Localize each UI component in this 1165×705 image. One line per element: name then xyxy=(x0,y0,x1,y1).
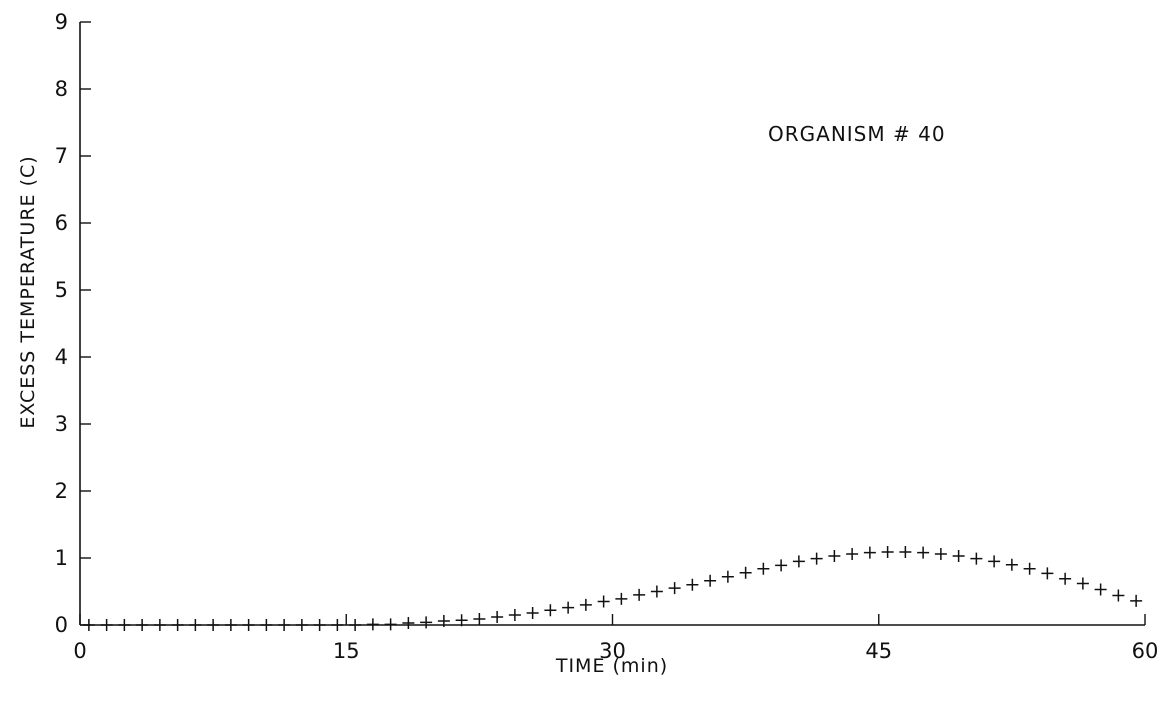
data-point xyxy=(1076,577,1089,590)
y-tick-label: 6 xyxy=(55,211,68,235)
data-point xyxy=(863,546,876,559)
data-point xyxy=(384,618,397,631)
data-point xyxy=(402,616,415,629)
data-point xyxy=(579,598,592,611)
data-point xyxy=(934,547,947,560)
data-point xyxy=(331,619,344,631)
data-point xyxy=(136,619,149,631)
x-tick-label: 30 xyxy=(599,639,626,663)
data-point xyxy=(650,585,663,598)
data-point xyxy=(952,549,965,562)
data-point xyxy=(455,614,468,627)
data-point xyxy=(278,619,291,631)
data-point xyxy=(757,562,770,575)
data-point xyxy=(633,588,646,601)
x-tick-label: 0 xyxy=(73,639,86,663)
data-point xyxy=(881,545,894,558)
data-point xyxy=(1005,558,1018,571)
data-point xyxy=(721,570,734,583)
data-point xyxy=(970,552,983,565)
y-tick-label: 9 xyxy=(55,10,68,34)
data-point xyxy=(82,619,95,631)
chart-annotation: ORGANISM # 40 xyxy=(768,122,946,146)
y-tick-label: 7 xyxy=(55,144,68,168)
y-tick-label: 8 xyxy=(55,77,68,101)
y-tick-label: 5 xyxy=(55,278,68,302)
y-tick-label: 0 xyxy=(55,613,68,637)
data-point xyxy=(917,546,930,559)
data-point xyxy=(544,604,557,617)
data-point xyxy=(562,601,575,614)
data-point xyxy=(615,592,628,605)
data-point xyxy=(100,619,113,631)
data-point xyxy=(366,618,379,631)
data-point xyxy=(828,549,841,562)
x-tick-label: 15 xyxy=(333,639,360,663)
data-point xyxy=(491,610,504,623)
data-point xyxy=(988,555,1001,568)
y-tick-label: 4 xyxy=(55,345,68,369)
data-point xyxy=(224,619,237,631)
data-point xyxy=(1112,589,1125,602)
data-point xyxy=(260,619,273,631)
x-tick-label: 60 xyxy=(1132,639,1159,663)
data-point xyxy=(1023,562,1036,575)
data-point xyxy=(189,619,202,631)
data-point xyxy=(846,547,859,560)
y-tick-label: 2 xyxy=(55,479,68,503)
data-point xyxy=(1094,583,1107,596)
data-point xyxy=(739,566,752,579)
data-point xyxy=(775,559,788,572)
data-point xyxy=(792,555,805,568)
data-point xyxy=(171,619,184,631)
data-point xyxy=(704,574,717,587)
data-point xyxy=(810,552,823,565)
data-point xyxy=(153,619,166,631)
data-point xyxy=(1130,594,1143,607)
data-point xyxy=(207,619,220,631)
y-axis-title: EXCESS TEMPERATURE (C) xyxy=(17,155,39,428)
data-point xyxy=(1059,572,1072,585)
data-point xyxy=(313,619,326,631)
data-series xyxy=(82,545,1143,631)
y-tick-label: 3 xyxy=(55,412,68,436)
data-point xyxy=(668,582,681,595)
x-tick-label: 45 xyxy=(865,639,892,663)
x-axis-title: TIME (min) xyxy=(555,655,668,677)
data-point xyxy=(597,595,610,608)
data-point xyxy=(118,619,131,631)
data-point xyxy=(349,619,362,631)
data-point xyxy=(526,606,539,619)
data-point xyxy=(1041,567,1054,580)
data-point xyxy=(899,545,912,558)
data-point xyxy=(295,619,308,631)
data-point xyxy=(508,608,521,621)
data-point xyxy=(242,619,255,631)
y-axis: 0 1 2 3 4 5 6 7 8 9 xyxy=(55,10,91,637)
data-point xyxy=(686,578,699,591)
x-axis: 0 15 30 45 60 xyxy=(73,614,1158,663)
data-point xyxy=(473,612,486,625)
y-tick-label: 1 xyxy=(55,546,68,570)
data-point xyxy=(420,616,433,629)
data-point xyxy=(437,614,450,627)
